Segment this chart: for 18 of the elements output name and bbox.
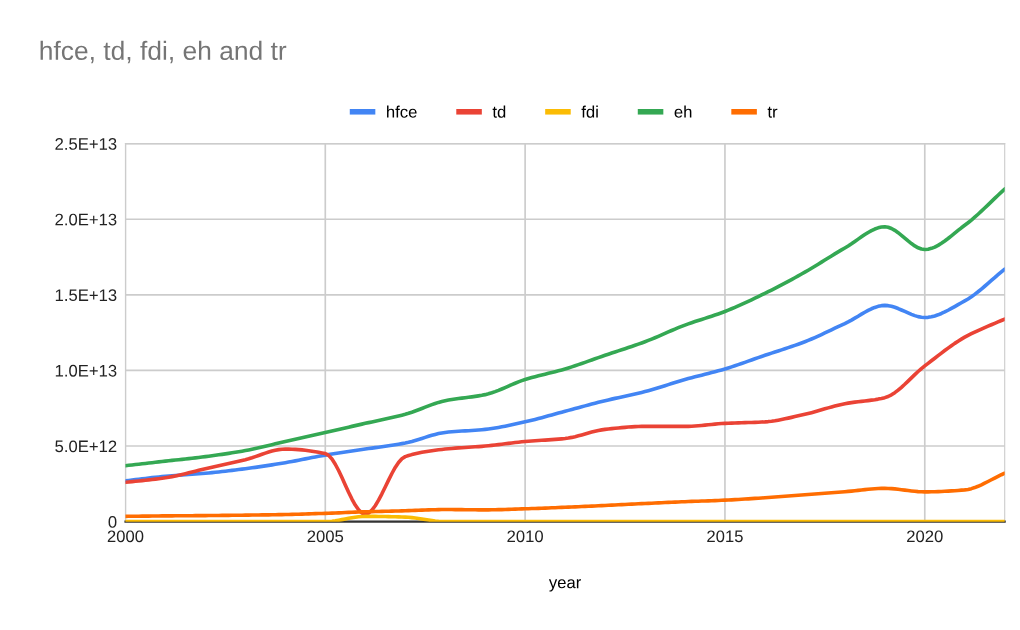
chart-title: hfce, td, fdi, eh and tr	[40, 40, 287, 64]
x-axis-title: year	[548, 579, 582, 592]
x-tick-label: 2020	[907, 530, 943, 543]
legend-label: fdi	[581, 105, 598, 118]
legend-label: td	[492, 105, 506, 118]
y-tick-label: 2.0E+13	[55, 213, 117, 226]
y-tick-label: 1.0E+13	[55, 364, 117, 377]
legend-label: tr	[767, 106, 778, 118]
x-tick-label: 2015	[707, 530, 743, 543]
x-tick-label: 2005	[307, 530, 344, 543]
y-tick-label: 2.5E+13	[55, 138, 117, 150]
legend-label: hfce	[387, 105, 417, 118]
x-tick-label: 2000	[107, 530, 144, 543]
legend-label: eh	[674, 105, 692, 118]
x-tick-label: 2010	[507, 530, 543, 543]
y-tick-label: 1.5E+13	[55, 289, 117, 302]
y-tick-label: 0	[108, 516, 117, 528]
y-tick-label: 5.0E+12	[55, 440, 117, 453]
